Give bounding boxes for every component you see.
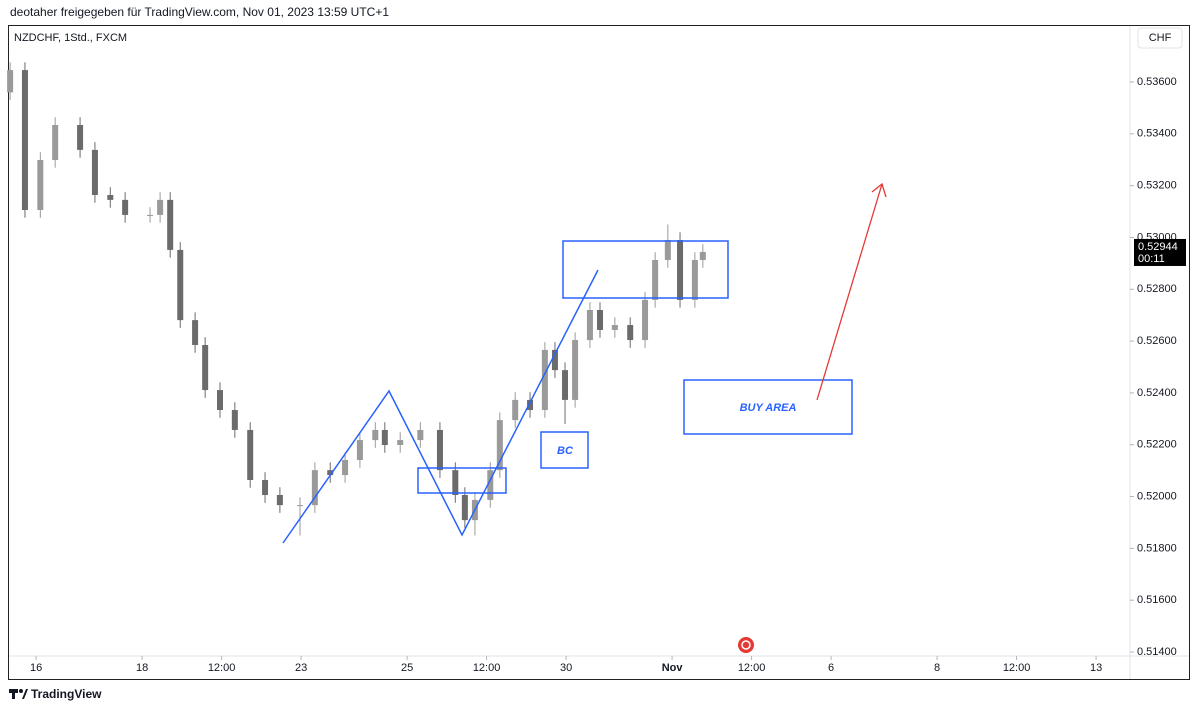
x-tick-label: 23 [295, 662, 307, 674]
x-tick-label: 12:00 [1003, 662, 1031, 674]
currency[interactable]: CHF [1149, 32, 1172, 44]
candle-body [122, 199, 129, 215]
buy-area-label: BUY AREA [740, 402, 797, 414]
last-price: 0.52944 [1138, 241, 1178, 253]
currency-box[interactable] [1137, 27, 1183, 49]
candle-body [342, 460, 349, 476]
candle-body [572, 340, 579, 400]
candle-body [52, 125, 59, 160]
x-tick-label: 12:00 [208, 662, 236, 674]
event-marker-inner[interactable] [741, 640, 751, 650]
x-tick-label: 12:00 [473, 662, 501, 674]
x-tick-label: Nov [662, 662, 684, 674]
candle-body [297, 505, 304, 507]
candle-body [397, 440, 404, 445]
y-tick-label: 0.51600 [1137, 594, 1177, 606]
candles [7, 62, 706, 536]
x-tick-label: 18 [136, 662, 148, 674]
candle-body [541, 349, 548, 411]
candle-body [436, 429, 443, 471]
y-tick-label: 0.51800 [1137, 542, 1177, 554]
candle-body [512, 399, 519, 421]
drawings [282, 240, 853, 544]
x-tick-label: 25 [401, 662, 413, 674]
candle-body [356, 440, 363, 461]
event-marker[interactable] [738, 637, 754, 653]
candle-body [91, 149, 98, 195]
price-tag-box [1134, 238, 1186, 266]
red-arrow [816, 182, 887, 401]
y-tick-label: 0.52800 [1137, 283, 1177, 295]
candle-body [276, 495, 283, 506]
trend-lines [282, 269, 599, 544]
candle-body [157, 199, 164, 215]
candle-body [372, 429, 379, 441]
candle-body [381, 429, 388, 445]
countdown: 00:11 [1138, 253, 1165, 265]
candle-body [107, 194, 114, 200]
candle-body [21, 70, 28, 210]
candle-body [247, 429, 254, 480]
candle-body [487, 470, 494, 500]
candle-body [417, 429, 424, 441]
chart-frame [8, 25, 1190, 680]
candle-body [597, 310, 604, 330]
price-tag: 0.52944 00:11 [1134, 238, 1186, 266]
candle-body [586, 310, 593, 341]
footer-logo [9, 689, 28, 699]
x-tick-label: 30 [560, 662, 572, 674]
candle-body [652, 260, 659, 300]
candle-body [461, 495, 468, 521]
y-tick-label: 0.53400 [1137, 128, 1177, 140]
candle-body [664, 240, 671, 261]
y-tick-label: 0.53600 [1137, 76, 1177, 88]
candle-body [262, 479, 269, 496]
candle-body [699, 251, 706, 261]
x-tick-label: 12:00 [738, 662, 766, 674]
candle-body [216, 390, 223, 411]
candle-body [7, 70, 14, 93]
candle-body [327, 470, 334, 476]
header-text: deotaher freigegeben für TradingView.com… [10, 5, 389, 19]
y-tick-label: 0.52600 [1137, 335, 1177, 347]
candle-body [496, 420, 503, 471]
candle-body [691, 260, 698, 300]
candle-body [611, 325, 618, 330]
candle-body [562, 370, 569, 400]
y-tick-label: 0.52400 [1137, 387, 1177, 399]
symbol-title: NZDCHF, 1Std., FXCM [14, 32, 127, 44]
x-tick-label: 6 [828, 662, 834, 674]
candle-body [551, 349, 558, 371]
candle-body [527, 399, 534, 411]
y-tick-label: 0.52200 [1137, 439, 1177, 451]
candle-body [147, 214, 154, 216]
candle-body [677, 240, 684, 300]
candle-body [177, 249, 184, 321]
buy-area-box [683, 379, 853, 435]
candle-body [192, 320, 199, 345]
candle-body [642, 299, 649, 341]
candle-body [452, 470, 459, 496]
x-tick-label: 13 [1090, 662, 1102, 674]
bc-box [540, 431, 589, 469]
resistance-box [562, 240, 729, 299]
y-tick-label: 0.53200 [1137, 180, 1177, 192]
candle-body [167, 199, 174, 250]
bc-label: BC [557, 445, 574, 457]
y-tick-label: 0.51400 [1137, 646, 1177, 658]
axes: 0.51400 0.51600 0.51800 0.52000 0.52200 0.524… [30, 76, 1177, 674]
support-box [417, 467, 507, 494]
candle-body [311, 470, 318, 506]
x-tick-label: 16 [30, 662, 42, 674]
candle-body [77, 125, 84, 150]
footer-brand: TradingView [31, 687, 102, 701]
x-tick-label: 8 [934, 662, 940, 674]
candle-body [202, 344, 209, 391]
candle-body [231, 410, 238, 430]
candle-body [627, 325, 634, 341]
y-tick-label: 0.52000 [1137, 490, 1177, 502]
candle-body [37, 159, 44, 210]
